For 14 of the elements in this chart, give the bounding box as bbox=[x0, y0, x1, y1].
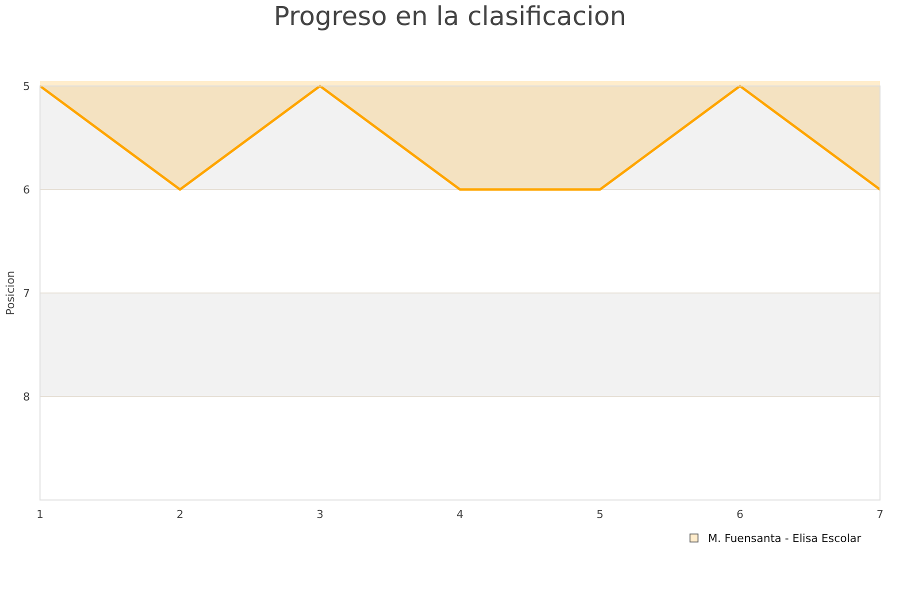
x-tick-label: 5 bbox=[596, 508, 604, 521]
x-tick-label: 3 bbox=[316, 508, 324, 521]
x-tick-label: 7 bbox=[876, 508, 884, 521]
y-tick-label: 5 bbox=[23, 80, 30, 93]
chart-title: Progreso en la clasificacion bbox=[274, 2, 626, 32]
y-tick-label: 8 bbox=[23, 390, 30, 404]
x-tick-label: 1 bbox=[36, 508, 44, 521]
y-tick-label: 7 bbox=[23, 287, 30, 300]
y-axis-title: Posicion bbox=[4, 270, 17, 316]
legend-label: M. Fuensanta - Elisa Escolar bbox=[708, 532, 862, 545]
y-tick-label: 6 bbox=[23, 184, 30, 196]
x-tick-label: 2 bbox=[176, 508, 184, 521]
x-tick-label: 4 bbox=[456, 508, 464, 521]
x-tick-label: 6 bbox=[736, 508, 744, 521]
